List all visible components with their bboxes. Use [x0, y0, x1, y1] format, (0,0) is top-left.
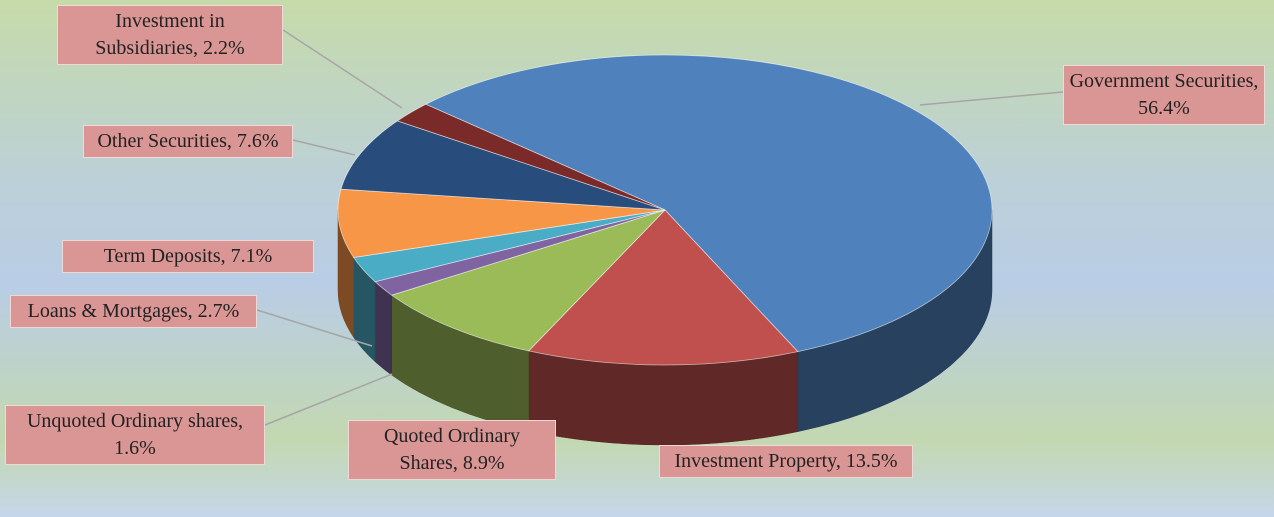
slice — [527, 209, 799, 366]
data-label: Unquoted Ordinary shares, 1.6% — [5, 405, 265, 465]
leader-line — [282, 29, 403, 109]
leader-line — [292, 139, 356, 156]
data-label: Term Deposits, 7.1% — [62, 240, 314, 273]
data-label: Investment Property, 13.5% — [659, 445, 913, 478]
data-label: Government Securities, 56.4% — [1063, 65, 1265, 125]
slice — [390, 209, 666, 352]
slice — [424, 54, 993, 353]
data-label: Other Securities, 7.6% — [83, 125, 293, 158]
leader-line — [256, 309, 373, 347]
slice-side — [374, 281, 393, 376]
leader-line — [264, 373, 393, 426]
data-label: Quoted Ordinary Shares, 8.9% — [348, 420, 556, 480]
data-label: Investment in Subsidiaries, 2.2% — [57, 5, 283, 65]
slice — [337, 188, 666, 258]
data-label: Loans & Mortgages, 2.7% — [10, 295, 257, 328]
slice — [340, 120, 666, 211]
slice — [396, 103, 666, 211]
leader-line — [919, 91, 1064, 106]
